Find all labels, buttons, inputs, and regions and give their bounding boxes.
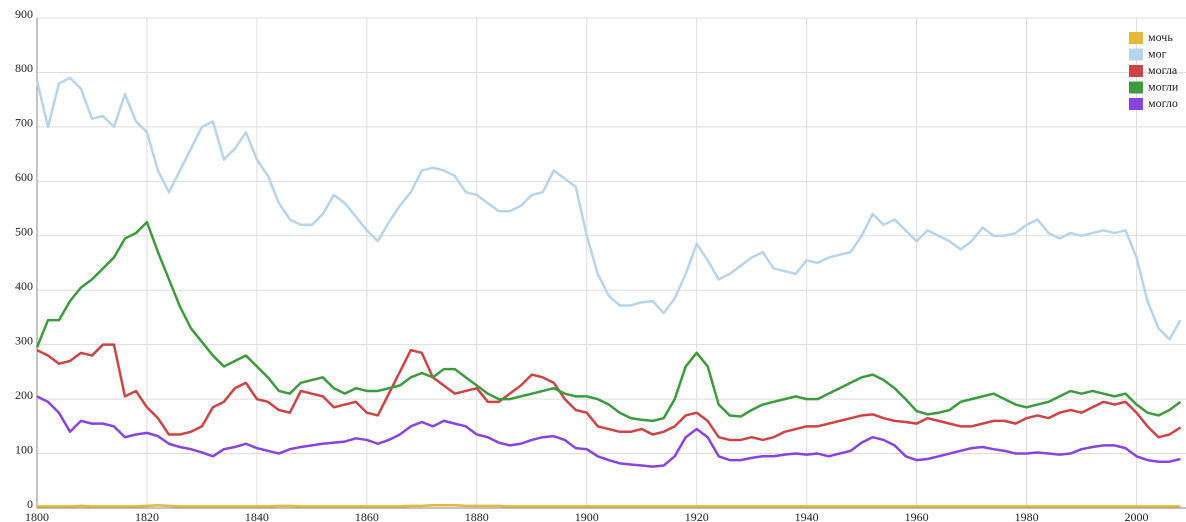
legend-swatch bbox=[1129, 81, 1143, 94]
series-line bbox=[36, 395, 1181, 468]
legend-swatch bbox=[1129, 48, 1143, 61]
x-tick-label: 1980 bbox=[1015, 510, 1039, 522]
y-tick-label: 800 bbox=[15, 61, 33, 75]
legend-swatch bbox=[1129, 65, 1143, 77]
y-tick-label: 200 bbox=[15, 388, 33, 402]
legend-label: мочь bbox=[1148, 30, 1173, 44]
x-tick-label: 2000 bbox=[1125, 510, 1149, 522]
y-tick-label: 300 bbox=[15, 333, 33, 347]
y-tick-label: 400 bbox=[15, 279, 33, 293]
legend-label: могли bbox=[1148, 79, 1179, 93]
y-tick-label: 600 bbox=[15, 170, 33, 184]
series-line bbox=[35, 76, 1182, 341]
y-tick-label: 700 bbox=[15, 116, 33, 130]
series-line bbox=[35, 220, 1182, 423]
x-tick-label: 1900 bbox=[575, 510, 599, 522]
legend-label: могла bbox=[1148, 63, 1178, 77]
y-tick-label: 100 bbox=[15, 442, 33, 456]
legend-swatch bbox=[1129, 98, 1143, 110]
legend-label: могло bbox=[1148, 96, 1178, 110]
y-tick-label: 0 bbox=[27, 497, 33, 511]
x-tick-label: 1800 bbox=[25, 510, 49, 522]
series-line bbox=[37, 504, 1181, 508]
legend-swatch bbox=[1129, 32, 1143, 44]
x-tick-label: 1960 bbox=[905, 510, 929, 522]
x-tick-label: 1880 bbox=[465, 510, 489, 522]
series-line bbox=[36, 343, 1182, 442]
legend-label: мог bbox=[1148, 46, 1167, 60]
y-tick-label: 900 bbox=[15, 7, 33, 21]
x-tick-label: 1820 bbox=[135, 510, 159, 522]
y-tick-label: 500 bbox=[15, 225, 33, 239]
x-tick-label: 1840 bbox=[245, 510, 269, 522]
x-tick-label: 1860 bbox=[355, 510, 379, 522]
x-tick-label: 1920 bbox=[685, 510, 709, 522]
x-tick-label: 1940 bbox=[795, 510, 819, 522]
